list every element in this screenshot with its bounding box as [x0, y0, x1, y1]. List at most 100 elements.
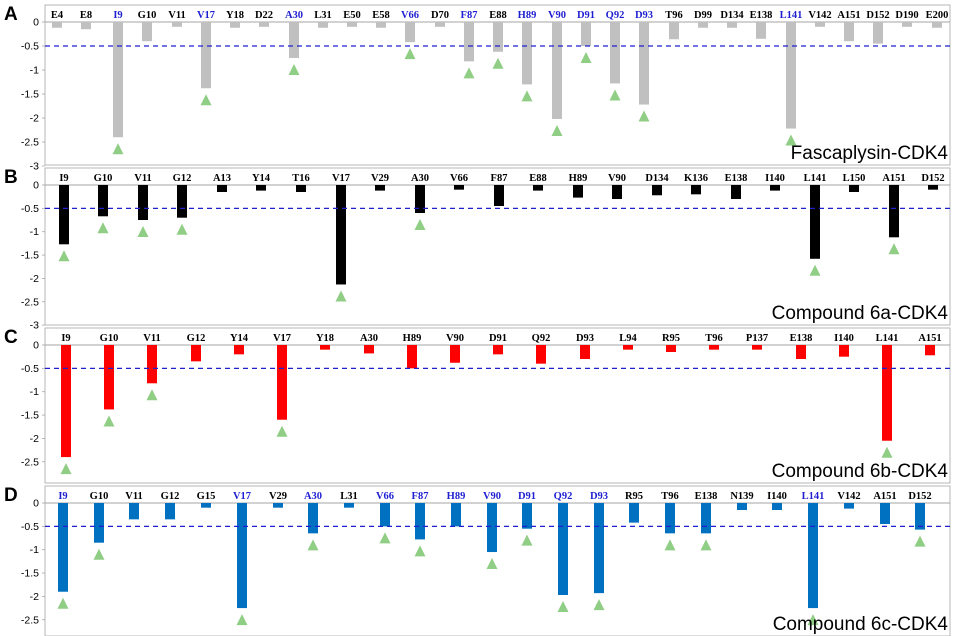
residue-label-i9: I9	[113, 10, 122, 21]
residue-label-y18: Y18	[226, 10, 244, 21]
bar-v90	[612, 185, 622, 200]
bar-a151	[844, 22, 854, 42]
bar-v29	[273, 503, 283, 508]
bar-g10	[94, 503, 104, 543]
hotspot-marker-triangle	[807, 614, 819, 626]
residue-label-e50: E50	[343, 10, 361, 21]
hotspot-marker-triangle	[486, 558, 498, 570]
bar-v142	[815, 22, 825, 27]
y-tick-label: -0.5	[21, 41, 39, 53]
residue-label-l94: L94	[619, 333, 637, 344]
residue-label-v17: V17	[273, 333, 291, 344]
residue-label-e138: E138	[695, 491, 718, 502]
bar-d99	[698, 22, 708, 28]
panel-d: 0 -0.5 -1 -1.5 -2 -2.5 I9 G10 V11 G12 G15 V17 V29 A30…	[4, 485, 951, 636]
bar-d134	[727, 22, 737, 28]
residue-label-e58: E58	[372, 10, 390, 21]
bar-q92	[558, 503, 568, 595]
hotspot-marker-triangle	[785, 134, 797, 146]
hotspot-marker-triangle	[146, 389, 158, 401]
residue-label-g10: G10	[90, 491, 109, 502]
bar-g12	[191, 345, 201, 362]
bar-d91	[522, 503, 532, 529]
bar-t96	[669, 22, 679, 40]
bar-d70	[435, 22, 445, 27]
residue-label-v17: V17	[233, 491, 251, 502]
y-tick-label: 0	[33, 17, 39, 29]
residue-label-a30: A30	[360, 333, 378, 344]
residue-label-e138: E138	[790, 333, 813, 344]
bar-v11	[138, 185, 148, 221]
residue-label-i9: I9	[59, 173, 68, 184]
y-tick-label: -2.5	[21, 296, 39, 308]
hotspot-marker-triangle	[379, 532, 391, 544]
residue-label-e200: E200	[926, 10, 949, 21]
residue-label-y14: Y14	[252, 173, 271, 184]
bar-e138	[756, 22, 766, 39]
bar-i9	[113, 22, 123, 138]
residue-label-a151: A151	[837, 10, 860, 21]
residue-label-q92: Q92	[554, 491, 573, 502]
bar-l31	[318, 22, 328, 28]
bar-v29	[375, 185, 385, 191]
bar-d190	[902, 22, 912, 27]
residue-label-d93: D93	[576, 333, 594, 344]
residue-label-d22: D22	[255, 10, 273, 21]
y-tick-label: -2	[30, 273, 39, 285]
hotspot-marker-triangle	[276, 425, 288, 437]
residue-label-v17: V17	[197, 10, 215, 21]
bar-v17	[237, 503, 247, 609]
residue-label-l141: L141	[804, 173, 827, 184]
hotspot-marker-triangle	[521, 534, 533, 546]
residue-label-t96: T96	[665, 10, 683, 21]
hotspot-marker-triangle	[200, 94, 212, 106]
y-tick-label: -2.5	[21, 137, 39, 149]
residue-label-f87: F87	[461, 10, 478, 21]
y-tick-label: -1	[30, 65, 39, 77]
panel-letter: B	[4, 167, 18, 188]
bar-d134	[652, 185, 662, 196]
residue-label-d152: D152	[866, 10, 889, 21]
residue-label-h89: H89	[518, 10, 537, 21]
residue-label-v90: V90	[548, 10, 566, 21]
y-tick-label: -2.5	[21, 614, 39, 626]
panel-letter: D	[4, 485, 18, 506]
residue-label-r95: R95	[625, 491, 643, 502]
residue-label-v17: V17	[332, 173, 350, 184]
panel-title: Compound 6a-CDK4	[772, 303, 949, 324]
bar-a30	[289, 22, 299, 58]
bar-l141	[882, 345, 892, 441]
bar-v90	[552, 22, 562, 119]
hotspot-marker-triangle	[700, 539, 712, 551]
bar-e138	[701, 503, 711, 534]
bar-a151	[925, 345, 935, 356]
bar-a13	[217, 185, 227, 193]
residue-label-f87: F87	[412, 491, 429, 502]
bar-l150	[849, 185, 859, 193]
bar-d93	[594, 503, 604, 594]
panel-frame	[44, 4, 951, 166]
residue-label-d93: D93	[635, 10, 653, 21]
residue-label-g12: G12	[161, 491, 180, 502]
hotspot-marker-triangle	[914, 535, 926, 547]
residue-label-i9: I9	[61, 333, 70, 344]
y-tick-label: -1	[30, 226, 39, 238]
residue-label-g12: G12	[187, 333, 206, 344]
bar-q92	[536, 345, 546, 364]
bar-f87	[415, 503, 425, 540]
residue-label-a30: A30	[285, 10, 303, 21]
bar-i9	[61, 345, 71, 458]
bar-t96	[709, 345, 719, 350]
bar-g10	[142, 22, 152, 42]
bar-p137	[752, 345, 762, 350]
hotspot-marker-triangle	[463, 67, 475, 79]
y-tick-label: -1.5	[21, 410, 39, 422]
residue-label-v29: V29	[371, 173, 389, 184]
hotspot-marker-triangle	[57, 597, 69, 609]
panel-frame	[44, 167, 951, 326]
bar-g12	[177, 185, 187, 218]
panel-frame	[44, 327, 951, 484]
residue-label-g10: G10	[94, 173, 113, 184]
bar-y18	[230, 22, 240, 28]
bar-e4	[52, 22, 62, 28]
